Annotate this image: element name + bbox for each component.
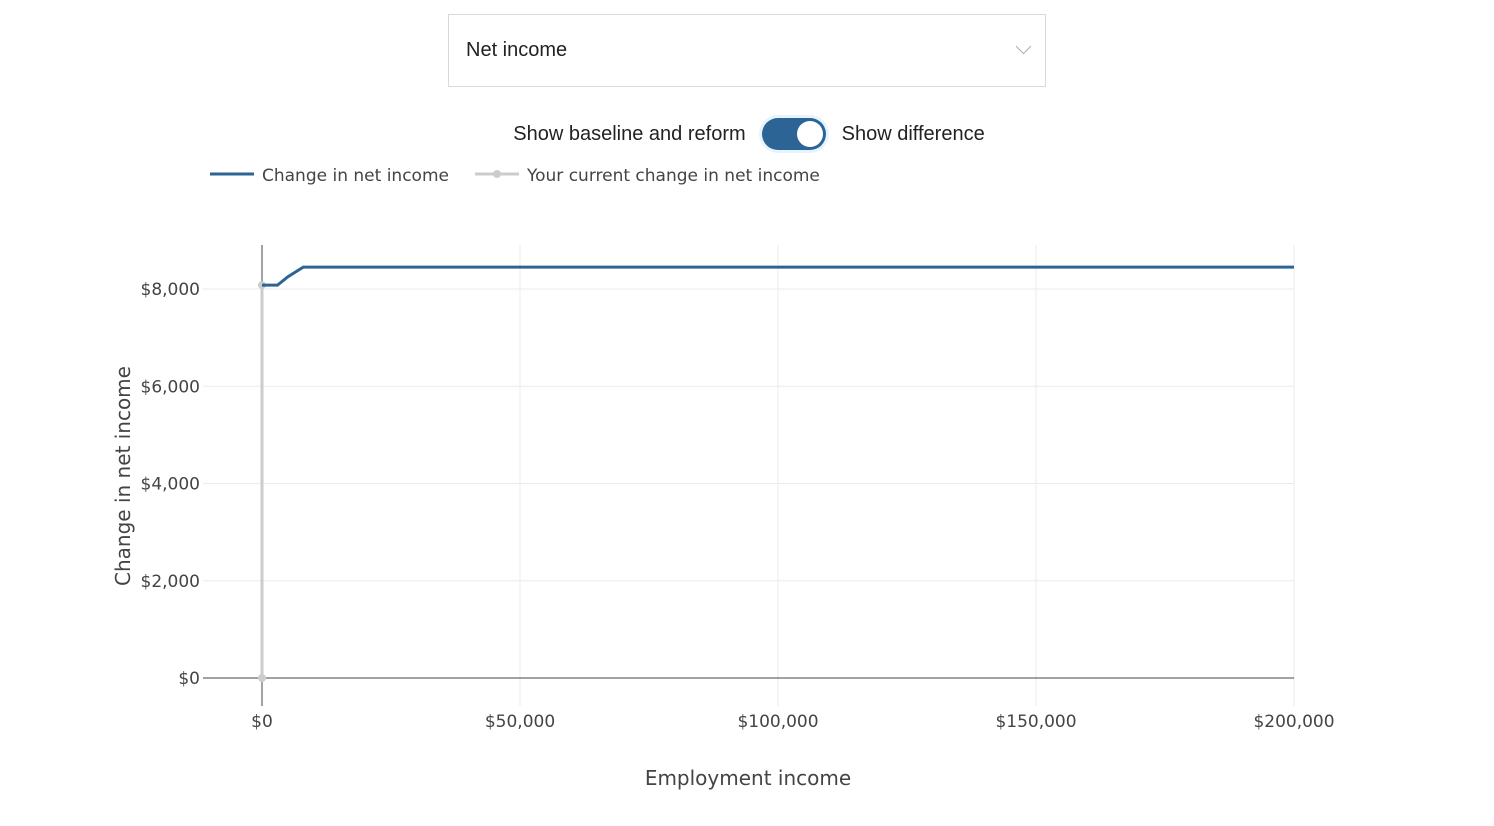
current-change-point (258, 674, 266, 682)
x-tick-label: $50,000 (485, 712, 555, 732)
y-tick-label: $8,000 (141, 280, 200, 300)
x-tick-label: $0 (251, 712, 273, 732)
difference-toggle[interactable] (761, 118, 826, 150)
toggle-right-label: Show difference (841, 122, 985, 145)
x-tick-label: $150,000 (995, 712, 1076, 732)
view-toggle-row: Show baseline and reform Show difference (0, 118, 1494, 150)
y-tick-label: $2,000 (141, 572, 200, 592)
legend-label-current: Your current change in net income (526, 166, 820, 186)
y-axis-title: Change in net income (111, 366, 135, 586)
toggle-left-label: Show baseline and reform (513, 122, 746, 145)
x-tick-label: $100,000 (737, 712, 818, 732)
legend-label-change: Change in net income (262, 166, 449, 186)
y-tick-label: $6,000 (141, 377, 200, 397)
x-tick-label: $200,000 (1253, 712, 1334, 732)
x-axis-title: Employment income (645, 766, 851, 790)
legend-marker-current (493, 170, 501, 178)
toggle-knob (796, 121, 823, 147)
y-tick-label: $4,000 (141, 475, 200, 495)
dropdown-value: Net income (466, 39, 568, 61)
y-tick-label: $0 (178, 669, 200, 689)
net-income-change-line (262, 265, 1294, 287)
variable-dropdown[interactable]: Net income (448, 14, 1046, 87)
